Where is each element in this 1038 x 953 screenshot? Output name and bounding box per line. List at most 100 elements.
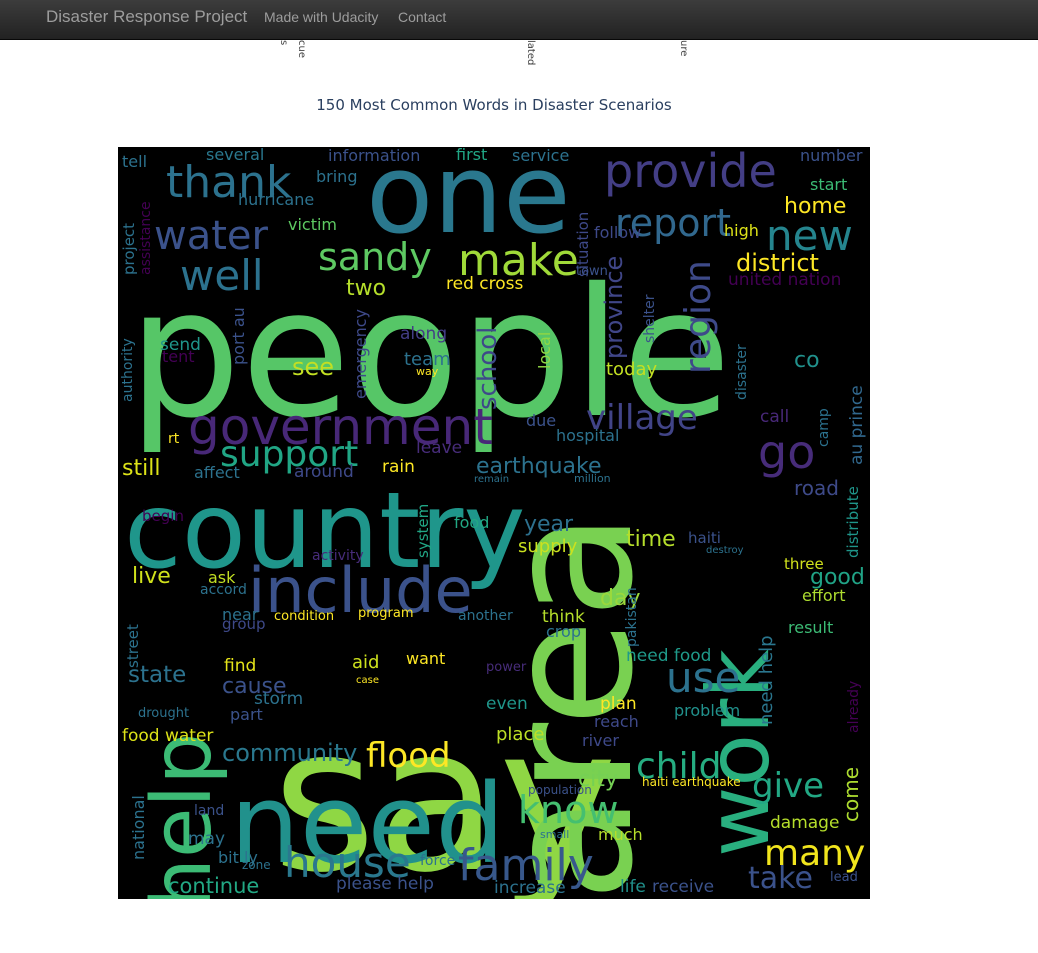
cloud-word-think: think xyxy=(542,607,585,627)
cloud-word-region: region xyxy=(678,260,719,374)
cloud-word-accord: accord xyxy=(200,582,247,598)
cloud-word-give: give xyxy=(752,766,824,806)
cloud-word-victim: victim xyxy=(288,215,337,234)
cloud-word-reach: reach xyxy=(594,712,639,731)
cloud-word-family: family xyxy=(458,840,594,891)
cloud-word-need-help: need help xyxy=(756,635,777,725)
cloud-word-include: include xyxy=(248,554,473,627)
cloud-word-way: way xyxy=(416,365,439,378)
clipped-axis-label: ure xyxy=(678,40,689,57)
cloud-word-problem: problem xyxy=(674,701,740,720)
cloud-word-plan: plan xyxy=(600,694,637,714)
cloud-word-ask: ask xyxy=(208,568,236,587)
cloud-word-project: project xyxy=(120,223,138,275)
cloud-word-lead: lead xyxy=(830,870,858,885)
cloud-word-force: force xyxy=(420,853,455,869)
cloud-word-aid: aid xyxy=(352,652,379,673)
cloud-word-government: government xyxy=(188,398,493,456)
cloud-word-take: take xyxy=(748,861,813,896)
cloud-word-start: start xyxy=(810,175,847,194)
cloud-word-place: place xyxy=(496,724,544,745)
cloud-word-good: good xyxy=(810,565,865,590)
cloud-word-program: program xyxy=(358,606,414,621)
cloud-word-haiti-earthquake: haiti earthquake xyxy=(642,775,741,789)
cloud-word-population: population xyxy=(528,783,592,797)
cloud-word-much: much xyxy=(598,825,643,844)
clipped-axis-label: s xyxy=(278,40,289,46)
cloud-word-school: school xyxy=(473,327,503,410)
word-cloud-image: people say area country one need include help wo… xyxy=(118,147,870,899)
cloud-word-power: power xyxy=(486,660,527,675)
cloud-word-send: send xyxy=(160,335,201,355)
cloud-word-bring: bring xyxy=(316,167,357,186)
cloud-word-use: use xyxy=(666,653,740,702)
cloud-word-due: due xyxy=(526,411,556,430)
cloud-word-supply: supply xyxy=(518,536,578,557)
cloud-word-river: river xyxy=(582,731,619,750)
cloud-word-support: support xyxy=(220,434,358,475)
cloud-word-call: call xyxy=(760,407,789,427)
cloud-word-live: live xyxy=(132,564,171,589)
cloud-word-shelter: shelter xyxy=(642,294,658,343)
cloud-word-another: another xyxy=(458,608,513,624)
cloud-word-community: community xyxy=(222,739,357,767)
cloud-word-people: people xyxy=(128,250,731,457)
cloud-word-emergency: emergency xyxy=(351,309,370,399)
cloud-word-child: child xyxy=(636,746,721,787)
cloud-word-tell: tell xyxy=(122,152,147,171)
cloud-word-help: help xyxy=(135,733,230,899)
cloud-word-street: street xyxy=(124,624,142,668)
cloud-word-bit-ly: bit ly xyxy=(218,848,258,867)
cloud-word-effort: effort xyxy=(802,586,846,605)
clipped-axis-label: cue xyxy=(296,40,307,58)
cloud-word-village: village xyxy=(586,398,698,438)
cloud-word-drought: drought xyxy=(138,706,189,721)
cloud-word-district: district xyxy=(736,249,819,277)
cloud-word-local: local xyxy=(535,332,554,369)
cloud-word-high: high xyxy=(724,221,759,240)
cloud-word-many: many xyxy=(764,833,865,874)
cloud-word-food-water: food water xyxy=(122,726,213,746)
cloud-word-affect: affect xyxy=(194,463,240,482)
cloud-word-work: work xyxy=(689,649,789,857)
nav-link-contact[interactable]: Contact xyxy=(398,9,447,25)
cloud-word-information: information xyxy=(328,147,420,165)
cloud-word-camp: camp xyxy=(816,408,832,447)
cloud-word-part: part xyxy=(230,705,263,724)
cloud-word-united-nation: united nation xyxy=(728,270,841,290)
cloud-word-want: want xyxy=(406,649,445,668)
cloud-word-service: service xyxy=(512,147,569,165)
brand-link[interactable]: Disaster Response Project xyxy=(46,7,248,26)
cloud-word-begin: begin xyxy=(142,507,184,525)
cloud-word-cause: cause xyxy=(222,674,287,699)
cloud-word-authority: authority xyxy=(120,338,136,402)
cloud-word-first: first xyxy=(456,147,487,164)
cloud-word-haiti: haiti xyxy=(688,529,721,547)
cloud-word-system: system xyxy=(414,504,432,558)
cloud-word-group: group xyxy=(222,615,266,633)
cloud-word-new: new xyxy=(766,211,853,260)
cloud-word-damage: damage xyxy=(770,813,839,833)
cloud-word-well: well xyxy=(180,251,264,300)
cloud-word-flood: flood xyxy=(366,736,451,776)
cloud-word-area: area xyxy=(469,512,672,899)
cloud-word-several: several xyxy=(206,147,264,164)
nav-link-udacity[interactable]: Made with Udacity xyxy=(264,9,379,25)
cloud-word-increase: increase xyxy=(494,878,566,898)
cloud-word-thank: thank xyxy=(166,157,292,208)
cloud-word-destroy: destroy xyxy=(706,545,744,556)
cloud-word-make: make xyxy=(458,235,579,286)
cloud-word-provide: provide xyxy=(604,147,777,198)
cloud-word-two: two xyxy=(346,276,386,301)
cloud-word-crop: crop xyxy=(546,622,581,641)
cloud-word-activity: activity xyxy=(312,548,364,564)
cloud-word-see: see xyxy=(292,353,334,381)
cloud-word-go: go xyxy=(758,425,815,479)
cloud-word-three: three xyxy=(784,555,824,573)
cloud-word-zone: zone xyxy=(242,858,271,872)
cloud-word-even: even xyxy=(486,694,528,714)
cloud-word-time: time xyxy=(626,527,676,552)
cloud-word-still: still xyxy=(122,456,160,481)
cloud-word-follow: follow xyxy=(594,223,641,242)
